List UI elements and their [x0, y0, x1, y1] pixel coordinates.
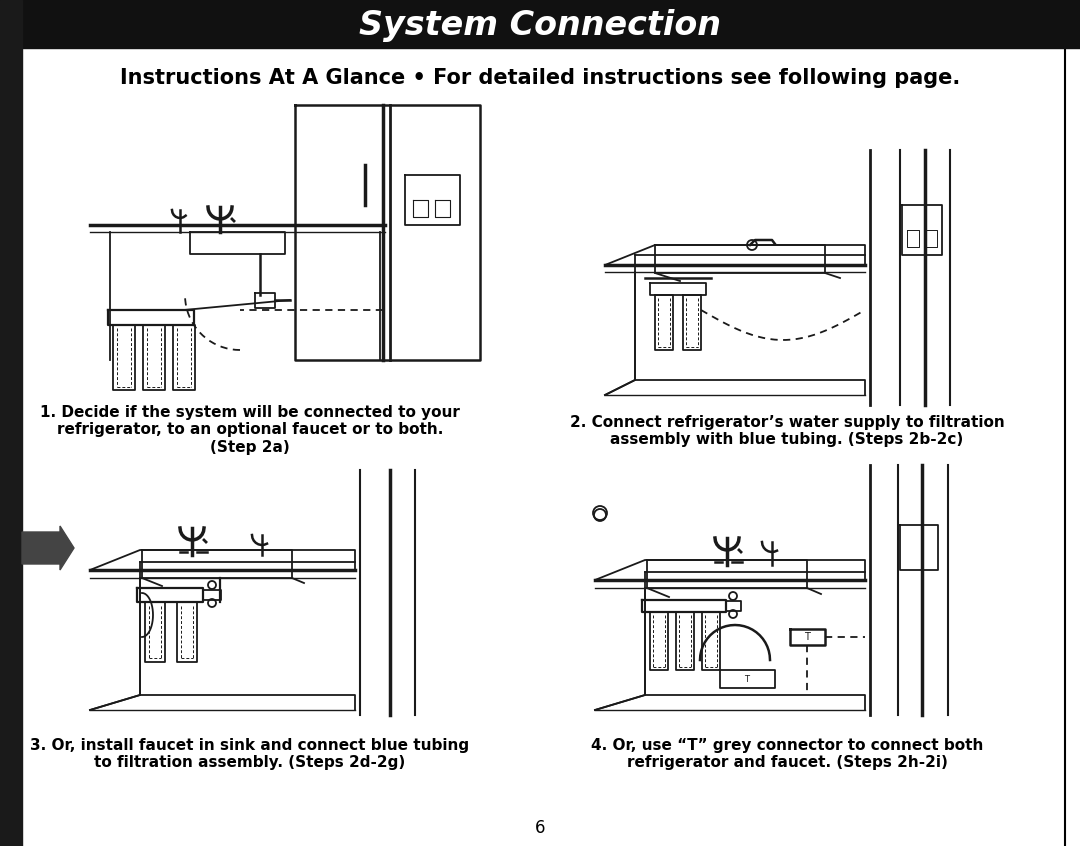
Text: 6: 6	[535, 819, 545, 837]
Text: T: T	[805, 632, 810, 642]
Bar	[0, 0, 22, 846]
Text: Instructions At A Glance • For detailed instructions see following page.: Instructions At A Glance • For detailed …	[120, 68, 960, 88]
Text: System Connection: System Connection	[359, 8, 721, 41]
Text: 2. Connect refrigerator’s water supply to filtration
assembly with blue tubing. : 2. Connect refrigerator’s water supply t…	[569, 415, 1004, 448]
FancyArrow shape	[22, 526, 75, 570]
Bar	[0, 0, 1080, 48]
Text: T: T	[744, 674, 750, 684]
Text: 3. Or, install faucet in sink and connect blue tubing
to filtration assembly. (S: 3. Or, install faucet in sink and connec…	[30, 738, 470, 771]
Text: 4. Or, use “T” grey connector to connect both
refrigerator and faucet. (Steps 2h: 4. Or, use “T” grey connector to connect…	[591, 738, 983, 771]
Text: 1. Decide if the system will be connected to your
refrigerator, to an optional f: 1. Decide if the system will be connecte…	[40, 405, 460, 455]
